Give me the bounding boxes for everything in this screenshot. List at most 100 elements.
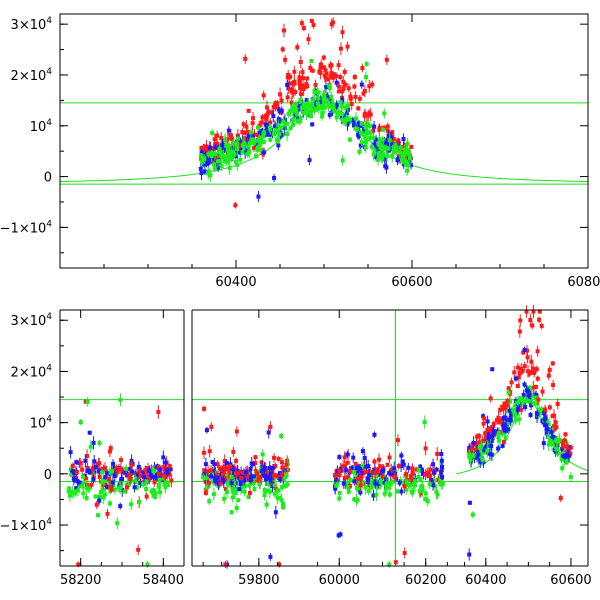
top-point <box>338 100 343 105</box>
top-point <box>243 150 248 155</box>
bottom-point <box>489 444 494 449</box>
top-point <box>352 122 357 127</box>
bottom-point <box>358 477 363 482</box>
bottom-point <box>517 417 522 422</box>
top-y-tick-label: −1×104 <box>0 219 52 236</box>
top-point <box>235 162 240 167</box>
bottom-point <box>141 482 146 487</box>
bottom-point <box>547 367 552 372</box>
bottom-point <box>519 366 524 371</box>
bottom-point <box>225 474 230 479</box>
top-point <box>323 85 328 90</box>
top-y-tick-label: 0 <box>44 171 52 186</box>
bottom-point <box>419 484 424 489</box>
top-point <box>329 70 334 75</box>
top-point <box>231 149 236 154</box>
bottom-point <box>119 458 124 463</box>
top-point <box>260 128 265 133</box>
top-point <box>331 72 336 77</box>
bottom-point <box>431 462 436 467</box>
bottom-point <box>74 470 79 475</box>
bottom-point <box>535 412 540 417</box>
bottom-point <box>222 459 227 464</box>
top-point <box>376 151 381 156</box>
bottom-point <box>266 430 271 435</box>
bottom-panel: 58200 58400 59800 60000 60200 60400 60600 −1×10… <box>0 305 592 588</box>
top-point <box>363 125 368 130</box>
bottom-point <box>356 473 361 478</box>
top-point <box>259 136 264 141</box>
bottom-point <box>237 470 242 475</box>
top-point <box>238 157 243 162</box>
bottom-point <box>110 480 115 485</box>
top-point <box>376 142 381 147</box>
bottom-point <box>526 397 531 402</box>
bottom-point <box>344 468 349 473</box>
bottom-point <box>487 451 492 456</box>
bottom-point <box>95 513 100 518</box>
bottom-point <box>360 449 365 454</box>
top-point <box>292 81 297 86</box>
bottom-point <box>85 454 90 459</box>
top-point <box>331 105 336 110</box>
top-point <box>349 101 354 106</box>
top-point <box>372 124 377 129</box>
bottom-point <box>389 479 394 484</box>
bottom-point <box>373 470 378 475</box>
bottom-point <box>251 474 256 479</box>
bottom-point <box>91 440 96 445</box>
bottom-point <box>475 434 480 439</box>
bottom-point <box>379 470 384 475</box>
bottom-point <box>167 472 172 477</box>
bottom-point <box>434 467 439 472</box>
bottom-point <box>345 452 350 457</box>
top-point <box>298 59 303 64</box>
bottom-point <box>207 499 212 504</box>
top-point <box>285 75 290 80</box>
top-point <box>287 81 292 86</box>
top-point <box>321 97 326 102</box>
bottom-point <box>225 482 230 487</box>
bottom-point <box>163 475 168 480</box>
bottom-point <box>498 407 503 412</box>
bottom-point <box>517 329 522 334</box>
bottom-point <box>419 468 424 473</box>
bottom-point <box>268 477 273 482</box>
top-point <box>342 119 347 124</box>
bottom-point <box>366 489 371 494</box>
top-point <box>371 128 376 133</box>
bottom-point <box>361 470 366 475</box>
bottom-point <box>243 476 248 481</box>
bottom-point <box>248 466 253 471</box>
top-point <box>377 125 382 130</box>
bottom-point <box>118 504 123 509</box>
bottom-point <box>435 451 440 456</box>
bottom-point <box>264 502 269 507</box>
bottom-point <box>247 472 252 477</box>
bottom-point <box>235 468 240 473</box>
top-point <box>219 136 224 141</box>
top-point <box>288 126 293 131</box>
bottom-point <box>507 408 512 413</box>
top-point <box>286 111 291 116</box>
bottom-point <box>69 472 74 477</box>
bottom-point <box>115 521 120 526</box>
bottom-point <box>341 481 346 486</box>
top-point <box>235 147 240 152</box>
top-point <box>282 28 287 33</box>
bottom-point <box>83 476 88 481</box>
bottom-point <box>546 430 551 435</box>
top-point <box>328 74 333 79</box>
bottom-point <box>128 466 133 471</box>
top-point <box>398 145 403 150</box>
bottom-point <box>345 481 350 486</box>
bottom-point <box>207 449 212 454</box>
top-point <box>367 84 372 89</box>
top-point <box>224 143 229 148</box>
bottom-point <box>358 467 363 472</box>
bottom-point <box>238 481 243 486</box>
top-point <box>309 18 314 23</box>
bottom-point <box>276 456 281 461</box>
top-point <box>202 145 207 150</box>
bottom-point <box>486 436 491 441</box>
